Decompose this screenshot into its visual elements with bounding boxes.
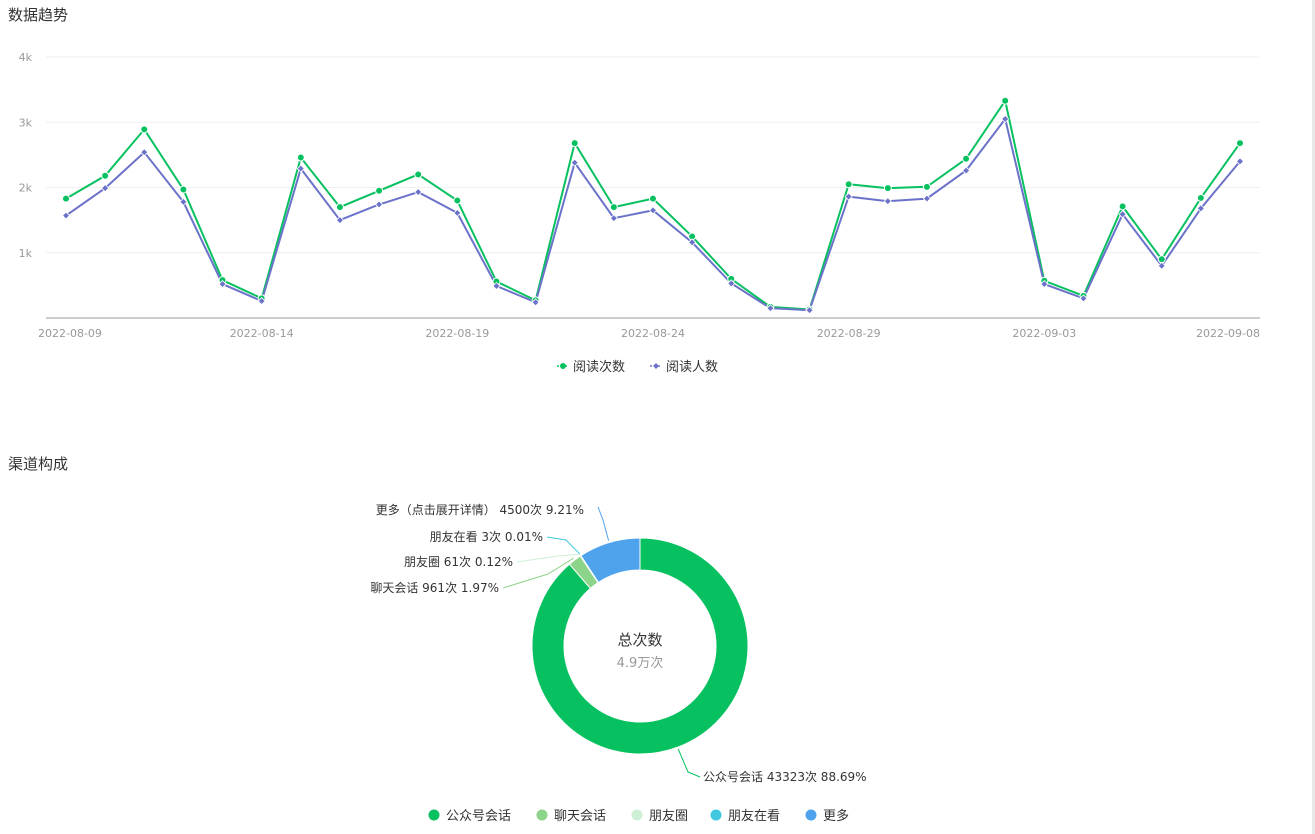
scrollbar-track[interactable] <box>1312 0 1315 834</box>
data-point[interactable] <box>414 170 423 179</box>
series-line-1 <box>65 98 1241 311</box>
data-point[interactable] <box>453 196 462 205</box>
legend-marker[interactable] <box>428 809 440 821</box>
data-point[interactable] <box>179 197 188 206</box>
data-point[interactable] <box>1118 210 1127 219</box>
legend-marker[interactable] <box>710 809 722 821</box>
data-point[interactable] <box>1001 96 1010 105</box>
data-point[interactable] <box>922 194 931 203</box>
legend-marker[interactable] <box>560 363 566 369</box>
data-point[interactable] <box>296 164 305 173</box>
x-tick-label: 2022-08-19 <box>425 327 489 340</box>
pie-slice-label[interactable]: 聊天会话 961次 1.97% <box>370 581 499 595</box>
data-point[interactable] <box>375 200 384 209</box>
x-tick-label: 2022-08-24 <box>621 327 685 340</box>
data-point[interactable] <box>296 153 305 162</box>
data-point[interactable] <box>1196 193 1205 202</box>
x-tick-label: 2022-08-29 <box>817 327 881 340</box>
data-point[interactable] <box>257 296 266 306</box>
data-point[interactable] <box>1236 139 1244 148</box>
data-point[interactable] <box>101 171 110 180</box>
pie-slice-label[interactable]: 朋友圈 61次 0.12% <box>404 555 513 569</box>
legend-label[interactable]: 公众号会话 <box>446 809 511 824</box>
data-point[interactable] <box>766 304 775 313</box>
y-tick-label: 2k <box>19 182 33 195</box>
x-tick-label: 2022-09-08 <box>1196 327 1260 340</box>
pie-label-leader <box>597 506 610 541</box>
pie-label-leader <box>677 748 701 778</box>
data-point[interactable] <box>922 182 931 191</box>
legend-label[interactable]: 阅读次数 <box>573 359 625 375</box>
data-point[interactable] <box>805 306 814 315</box>
legend-label[interactable]: 朋友圈 <box>649 808 688 824</box>
data-point[interactable] <box>1118 202 1127 211</box>
data-point[interactable] <box>1079 294 1088 303</box>
data-point[interactable] <box>1157 255 1166 264</box>
pie-label-leader <box>502 557 574 589</box>
pie-label-leader <box>516 553 580 563</box>
data-point[interactable] <box>962 154 971 163</box>
data-point[interactable] <box>609 203 618 212</box>
data-point[interactable] <box>140 148 149 157</box>
donut-center-value: 4.9万次 <box>617 655 664 671</box>
pie-slice[interactable] <box>580 537 641 584</box>
data-point[interactable] <box>1157 261 1166 270</box>
data-point[interactable] <box>101 184 110 193</box>
data-point[interactable] <box>375 186 384 195</box>
legend-label[interactable]: 聊天会话 <box>554 809 606 824</box>
data-point[interactable] <box>570 158 579 167</box>
data-point[interactable] <box>648 206 658 215</box>
data-point[interactable] <box>688 238 697 247</box>
series-line-2 <box>65 116 1241 312</box>
donut-center-title: 总次数 <box>617 631 662 649</box>
y-tick-label: 3k <box>19 116 33 129</box>
x-tick-label: 2022-09-03 <box>1012 327 1076 340</box>
data-point[interactable] <box>1235 157 1245 166</box>
data-point[interactable] <box>335 216 344 225</box>
data-point[interactable] <box>883 197 892 206</box>
data-point[interactable] <box>218 280 227 289</box>
data-point[interactable] <box>649 194 657 203</box>
data-point[interactable] <box>531 298 540 307</box>
data-point[interactable] <box>61 211 71 220</box>
pie-slice-label[interactable]: 公众号会话 43323次 88.69% <box>703 770 867 784</box>
y-tick-label: 4k <box>19 51 33 64</box>
trend-section-title: 数据趋势 <box>8 6 69 24</box>
pie-slice-label[interactable]: 更多（点击展开详情） 4500次 9.21% <box>376 502 584 517</box>
pie-slice[interactable] <box>531 537 749 755</box>
data-point[interactable] <box>492 281 501 291</box>
data-point[interactable] <box>1001 114 1010 124</box>
legend-marker[interactable] <box>805 809 817 821</box>
data-point[interactable] <box>844 192 853 201</box>
data-point[interactable] <box>1196 204 1205 213</box>
data-point[interactable] <box>179 185 188 194</box>
data-point[interactable] <box>883 184 892 193</box>
legend-marker[interactable] <box>536 809 548 821</box>
data-point[interactable] <box>453 208 462 218</box>
data-point[interactable] <box>727 279 736 288</box>
data-point[interactable] <box>570 139 579 148</box>
x-tick-label: 2022-08-09 <box>38 327 102 340</box>
data-point[interactable] <box>1040 280 1049 289</box>
legend-marker[interactable] <box>653 363 659 369</box>
data-point[interactable] <box>844 180 853 189</box>
x-tick-label: 2022-08-14 <box>230 327 294 340</box>
y-tick-label: 1k <box>19 247 33 260</box>
pie-label-leader <box>546 536 581 555</box>
data-point[interactable] <box>962 166 971 175</box>
data-point[interactable] <box>140 125 149 134</box>
legend-marker[interactable] <box>631 809 643 821</box>
data-point[interactable] <box>609 214 618 223</box>
data-point[interactable] <box>62 194 70 203</box>
legend-label[interactable]: 阅读人数 <box>666 360 718 375</box>
channel-section-title: 渠道构成 <box>8 455 69 473</box>
data-point[interactable] <box>335 203 344 212</box>
pie-slice-label[interactable]: 朋友在看 3次 0.01% <box>430 530 543 544</box>
legend-label[interactable]: 朋友在看 <box>728 808 780 824</box>
data-point[interactable] <box>414 188 423 197</box>
legend-label[interactable]: 更多 <box>823 808 849 824</box>
